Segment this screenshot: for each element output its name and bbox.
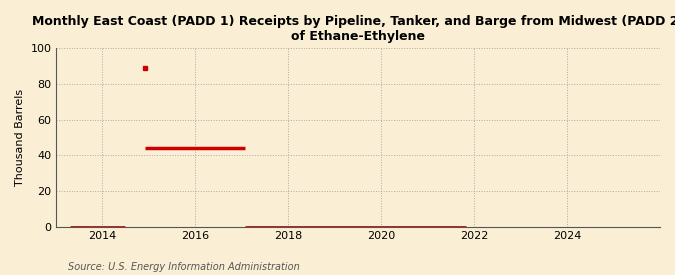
Y-axis label: Thousand Barrels: Thousand Barrels <box>15 89 25 186</box>
Title: Monthly East Coast (PADD 1) Receipts by Pipeline, Tanker, and Barge from Midwest: Monthly East Coast (PADD 1) Receipts by … <box>32 15 675 43</box>
Text: Source: U.S. Energy Information Administration: Source: U.S. Energy Information Administ… <box>68 262 299 272</box>
